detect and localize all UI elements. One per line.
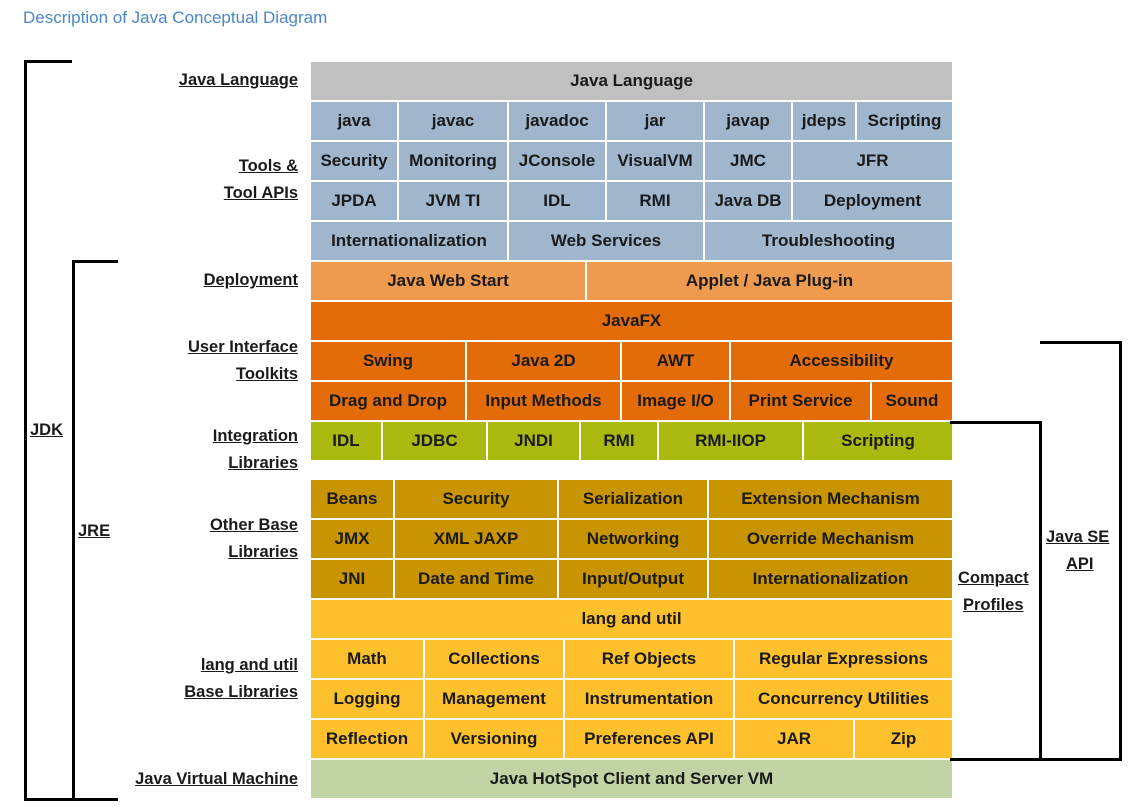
cell-tools-javac[interactable]: javac: [399, 102, 509, 142]
cell-other-input-output[interactable]: Input/Output: [559, 560, 709, 600]
cell-langutil-logging[interactable]: Logging: [311, 680, 425, 720]
cell-ui-input-methods[interactable]: Input Methods: [467, 382, 622, 422]
cell-integration-scripting[interactable]: Scripting: [804, 422, 952, 462]
cell-integration-rmi[interactable]: RMI: [581, 422, 659, 462]
label-langutil-line1[interactable]: lang and util: [200, 656, 298, 674]
cell-tools-jconsole[interactable]: JConsole: [509, 142, 607, 182]
cell-other-jni[interactable]: JNI: [311, 560, 395, 600]
compact-profiles-label-line2[interactable]: Profiles: [963, 596, 1024, 614]
jdk-bracket: [24, 60, 72, 801]
cell-tools-java-db[interactable]: Java DB: [705, 182, 793, 222]
label-java-language[interactable]: Java Language: [178, 71, 298, 89]
cell-tools-troubleshooting[interactable]: Troubleshooting: [705, 222, 952, 262]
cell-tools-deployment[interactable]: Deployment: [793, 182, 952, 222]
cell-tools-jar[interactable]: jar: [607, 102, 705, 142]
label-tools-line1[interactable]: Tools &: [238, 157, 298, 175]
cell-tools-javadoc[interactable]: javadoc: [509, 102, 607, 142]
cell-langutil-math[interactable]: Math: [311, 640, 425, 680]
cell-tools-monitoring[interactable]: Monitoring: [399, 142, 509, 182]
cell-other-internationalization[interactable]: Internationalization: [709, 560, 952, 600]
label-other-line2[interactable]: Libraries: [228, 543, 298, 561]
label-integration-line1[interactable]: Integration: [212, 427, 298, 445]
jdk-label[interactable]: JDK: [30, 421, 64, 439]
cell-langutil-zip[interactable]: Zip: [855, 720, 952, 760]
label-integration-line2[interactable]: Libraries: [228, 454, 298, 472]
compact-profiles-bracket: [950, 421, 1042, 761]
cell-integration-jdbc[interactable]: JDBC: [383, 422, 488, 462]
cell-deployment-applet-java-plug-in[interactable]: Applet / Java Plug-in: [587, 262, 952, 302]
cell-tools-security[interactable]: Security: [311, 142, 399, 182]
java-se-api-label-line1[interactable]: Java SE: [1046, 528, 1110, 546]
page-title: Description of Java Conceptual Diagram: [23, 8, 328, 27]
cell-tools-jfr[interactable]: JFR: [793, 142, 952, 182]
cell-ui-awt[interactable]: AWT: [622, 342, 731, 382]
cell-tools-jdeps[interactable]: jdeps: [793, 102, 857, 142]
cell-langutil-regular-expressions[interactable]: Regular Expressions: [735, 640, 952, 680]
cell-ui-java-2d[interactable]: Java 2D: [467, 342, 622, 382]
cell-tools-jvm-ti[interactable]: JVM TI: [399, 182, 509, 222]
java-se-api-label-line2[interactable]: API: [1066, 555, 1094, 573]
cell-ui-print-service[interactable]: Print Service: [731, 382, 872, 422]
cell-ui-drag-and-drop[interactable]: Drag and Drop: [311, 382, 467, 422]
cell-langutil-collections[interactable]: Collections: [425, 640, 565, 680]
cell-langutil-concurrency-utilities[interactable]: Concurrency Utilities: [735, 680, 952, 720]
cell-tools-java[interactable]: java: [311, 102, 399, 142]
cell-other-override-mechanism[interactable]: Override Mechanism: [709, 520, 952, 560]
jre-label[interactable]: JRE: [78, 522, 111, 540]
cell-other-jmx[interactable]: JMX: [311, 520, 395, 560]
compact-profiles-label-line1[interactable]: Compact: [958, 569, 1029, 587]
cell-langutil-jar[interactable]: JAR: [735, 720, 855, 760]
cell-langutil-ref-objects[interactable]: Ref Objects: [565, 640, 735, 680]
cell-integration-jndi[interactable]: JNDI: [488, 422, 581, 462]
java-diagram-grid: Java Language java javac javadoc jar javap jde…: [311, 62, 952, 800]
label-deployment[interactable]: Deployment: [203, 271, 298, 289]
cell-tools-scripting[interactable]: Scripting: [857, 102, 952, 142]
cell-other-extension-mechanism[interactable]: Extension Mechanism: [709, 480, 952, 520]
cell-tools-rmi[interactable]: RMI: [607, 182, 705, 222]
cell-tools-web-services[interactable]: Web Services: [509, 222, 705, 262]
cell-jvm-java-hotspot-client-and-server-vm[interactable]: Java HotSpot Client and Server VM: [311, 760, 952, 800]
cell-ui-javafx[interactable]: JavaFX: [311, 302, 952, 342]
cell-ui-image-i-o[interactable]: Image I/O: [622, 382, 731, 422]
cell-langutil-preferences-api[interactable]: Preferences API: [565, 720, 735, 760]
jre-bracket: [72, 260, 118, 801]
cell-tools-idl[interactable]: IDL: [509, 182, 607, 222]
cell-other-date-and-time[interactable]: Date and Time: [395, 560, 559, 600]
cell-language-java-language[interactable]: Java Language: [311, 62, 952, 102]
cell-deployment-java-web-start[interactable]: Java Web Start: [311, 262, 587, 302]
label-jvm[interactable]: Java Virtual Machine: [135, 770, 298, 788]
cell-ui-swing[interactable]: Swing: [311, 342, 467, 382]
cell-other-serialization[interactable]: Serialization: [559, 480, 709, 520]
cell-langutil-lang-and-util[interactable]: lang and util: [311, 600, 952, 640]
cell-langutil-instrumentation[interactable]: Instrumentation: [565, 680, 735, 720]
cell-other-beans[interactable]: Beans: [311, 480, 395, 520]
cell-integration-rmi-iiop[interactable]: RMI-IIOP: [659, 422, 804, 462]
label-ui-line2[interactable]: Toolkits: [235, 365, 298, 383]
cell-tools-visualvm[interactable]: VisualVM: [607, 142, 705, 182]
cell-tools-internationalization[interactable]: Internationalization: [311, 222, 509, 262]
cell-other-xml-jaxp[interactable]: XML JAXP: [395, 520, 559, 560]
cell-langutil-reflection[interactable]: Reflection: [311, 720, 425, 760]
cell-tools-javap[interactable]: javap: [705, 102, 793, 142]
cell-other-security[interactable]: Security: [395, 480, 559, 520]
cell-integration-idl[interactable]: IDL: [311, 422, 383, 462]
cell-ui-accessibility[interactable]: Accessibility: [731, 342, 952, 382]
java-se-api-bracket: [1040, 341, 1122, 761]
cell-ui-sound[interactable]: Sound: [872, 382, 952, 422]
label-ui-line1[interactable]: User Interface: [187, 338, 298, 356]
label-other-line1[interactable]: Other Base: [209, 516, 298, 534]
cell-tools-jmc[interactable]: JMC: [705, 142, 793, 182]
label-langutil-line2[interactable]: Base Libraries: [184, 683, 298, 701]
cell-langutil-versioning[interactable]: Versioning: [425, 720, 565, 760]
cell-langutil-management[interactable]: Management: [425, 680, 565, 720]
label-tools-line2[interactable]: Tool APIs: [223, 184, 298, 202]
cell-tools-jpda[interactable]: JPDA: [311, 182, 399, 222]
cell-other-networking[interactable]: Networking: [559, 520, 709, 560]
